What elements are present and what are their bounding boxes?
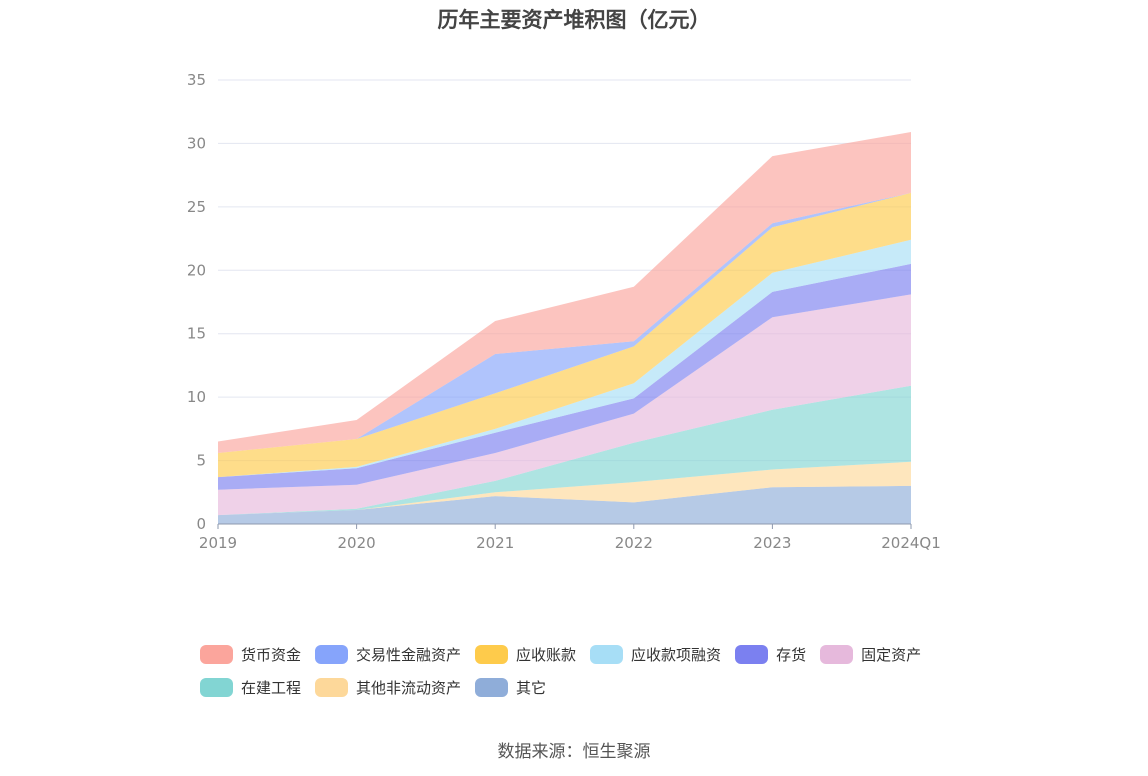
- legend-swatch: [315, 645, 349, 664]
- legend-label: 应收款项融资: [631, 646, 722, 664]
- legend-item[interactable]: 应收账款: [475, 644, 576, 665]
- y-tick-label: 15: [187, 325, 206, 343]
- legend: 货币资金 交易性金融资产 应收账款 应收款项融资 存货 固定资产在建工程 其他非流动资产 其它: [200, 638, 1000, 704]
- x-tick-label: 2020: [338, 534, 376, 552]
- axes: 0 5 10 15 20 25 30 35 2019 2020 2021 2022 2023 2024Q1: [187, 71, 941, 552]
- data-source: 数据来源：恒生聚源: [497, 742, 651, 762]
- legend-label: 其它: [516, 679, 547, 697]
- y-tick-label: 20: [187, 261, 206, 279]
- legend-swatch: [315, 678, 349, 697]
- legend-label: 在建工程: [241, 679, 302, 697]
- y-tick-label: 35: [187, 71, 206, 89]
- legend-item[interactable]: 货币资金: [200, 644, 301, 665]
- legend-label: 交易性金融资产: [356, 646, 462, 664]
- legend-item[interactable]: 固定资产: [820, 644, 921, 665]
- area-应收账款[interactable]: [218, 192, 911, 478]
- area-应收款项融资[interactable]: [218, 239, 911, 478]
- legend-label: 货币资金: [241, 646, 302, 664]
- area-在建工程[interactable]: [218, 385, 911, 516]
- legend-swatch: [475, 678, 509, 697]
- legend-swatch: [200, 645, 233, 664]
- legend-label: 应收账款: [516, 646, 577, 664]
- area-其它[interactable]: [218, 485, 911, 524]
- y-tick-label: 25: [187, 198, 206, 216]
- legend-item[interactable]: 其他非流动资产: [315, 677, 461, 698]
- legend-swatch: [475, 645, 509, 664]
- legend-swatch: [590, 645, 624, 664]
- area-其他非流动资产[interactable]: [218, 461, 911, 516]
- stacked-area-chart: 0 5 10 15 20 25 30 35 2019 2020 2021 2022 2023 2024Q1: [187, 71, 941, 552]
- y-tick-label: 0: [196, 515, 206, 533]
- legend-item[interactable]: 应收款项融资: [590, 644, 721, 665]
- legend-item[interactable]: 在建工程: [200, 677, 301, 698]
- area-存货[interactable]: [218, 263, 911, 490]
- x-tick-label: 2024Q1: [881, 534, 941, 552]
- y-tick-label: 10: [187, 388, 206, 406]
- area-固定资产[interactable]: [218, 294, 911, 516]
- legend-row: 在建工程 其他非流动资产 其它: [200, 671, 1000, 704]
- legend-swatch: [820, 645, 854, 664]
- area-货币资金[interactable]: [218, 132, 911, 453]
- legend-label: 固定资产: [861, 646, 922, 664]
- x-tick-label: 2022: [615, 534, 653, 552]
- x-tick-label: 2021: [476, 534, 514, 552]
- legend-label: 其他非流动资产: [356, 679, 462, 697]
- legend-item[interactable]: 存货: [735, 644, 806, 665]
- legend-item[interactable]: 交易性金融资产: [315, 644, 461, 665]
- area-series: [218, 132, 911, 524]
- x-tick-label: 2023: [753, 534, 791, 552]
- legend-label: 存货: [776, 646, 807, 664]
- legend-swatch: [200, 678, 233, 697]
- chart-title: 历年主要资产堆积图（亿元）: [437, 8, 711, 32]
- legend-row: 货币资金 交易性金融资产 应收账款 应收款项融资 存货 固定资产: [200, 638, 1000, 671]
- legend-swatch: [735, 645, 769, 664]
- x-tick-label: 2019: [199, 534, 237, 552]
- y-tick-label: 30: [187, 134, 206, 152]
- y-tick-label: 5: [196, 452, 206, 470]
- legend-item[interactable]: 其它: [475, 677, 546, 698]
